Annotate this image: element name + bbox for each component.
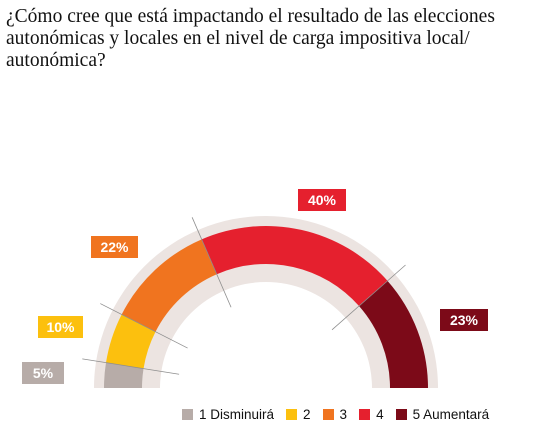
data-label-4: 40% (308, 192, 337, 208)
data-label-2: 10% (46, 319, 75, 335)
data-labels: 5% 10% 22% 40% 23% (22, 189, 488, 384)
data-label-box-3 (91, 236, 138, 258)
data-label-5: 23% (450, 312, 479, 328)
segment-divider-3 (191, 217, 232, 308)
data-label-box-5 (440, 309, 488, 331)
legend-item-1: 1 Disminuirá (182, 407, 274, 422)
legend-label-4: 4 (376, 406, 384, 422)
legend-label-1: 1 Disminuirá (199, 406, 275, 422)
legend-swatch-5 (395, 408, 407, 420)
legend-swatch-3 (322, 408, 334, 420)
data-label-box-2 (38, 316, 83, 338)
legend-label-5: 5 Aumentará (412, 406, 490, 422)
legend: 1 Disminuirá 2 3 4 5 Aumentará (182, 404, 489, 424)
data-label-3: 22% (100, 239, 129, 255)
arc-segment-4 (201, 225, 388, 306)
data-label-box-1 (22, 362, 64, 384)
arc-segment-3 (121, 239, 217, 332)
legend-label-3: 3 (339, 406, 348, 422)
arc-segments (104, 225, 428, 388)
segment-dividers (82, 217, 406, 375)
legend-item-3: 3 (322, 406, 348, 422)
arc-segment-2 (105, 314, 156, 369)
legend-label-2: 2 (303, 406, 311, 422)
data-label-box-4 (298, 189, 346, 211)
segment-divider-1 (82, 358, 180, 375)
legend-item-5: 5 Aumentará (395, 406, 490, 422)
arc-segment-1 (104, 362, 144, 388)
data-label-1: 5% (33, 365, 54, 381)
legend-swatch-2 (286, 408, 298, 420)
segment-divider-4 (331, 264, 406, 331)
legend-item-2: 2 (286, 407, 311, 422)
legend-swatch-1 (182, 408, 193, 420)
segment-divider-2 (100, 303, 188, 349)
chart-title: ¿Cómo cree que está impactando el result… (6, 6, 495, 71)
legend-item-4: 4 (359, 407, 384, 422)
legend-swatch-4 (359, 408, 371, 420)
arc-segment-5 (359, 280, 428, 388)
